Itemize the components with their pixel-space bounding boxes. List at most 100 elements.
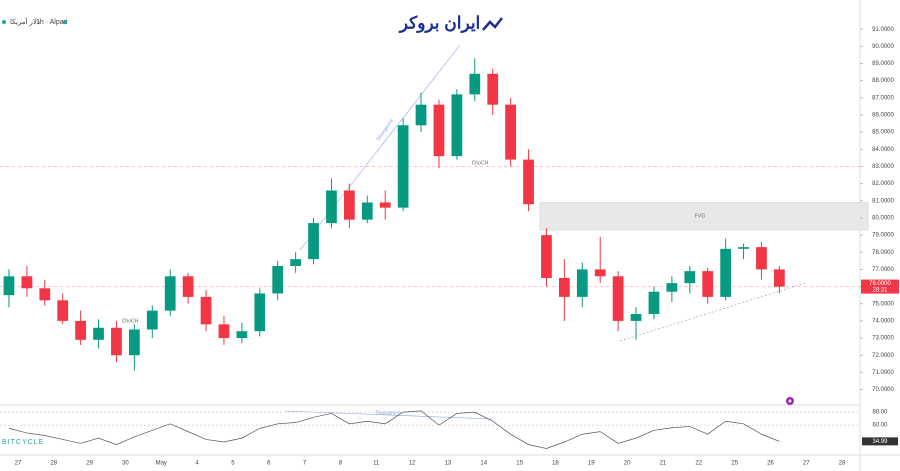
rsi-tag xyxy=(862,437,898,446)
candle-body xyxy=(559,278,570,297)
x-tick-label: 26 xyxy=(767,461,774,467)
candle-body xyxy=(361,202,373,220)
x-tick-label: 4 xyxy=(195,461,199,467)
y-tick-label: 85.0000 xyxy=(872,130,894,136)
candle-body xyxy=(630,314,642,321)
y-tick-label: 72.0000 xyxy=(872,353,894,359)
watermark: BITCYCLE xyxy=(2,439,44,446)
y-tick-label: 86.0000 xyxy=(872,113,894,119)
candle-body xyxy=(218,324,230,339)
candle-body xyxy=(774,269,785,287)
candle-body xyxy=(451,94,463,157)
candle-body xyxy=(3,276,15,296)
candle-body xyxy=(738,247,749,249)
candle-body xyxy=(541,235,552,279)
candle-body xyxy=(469,73,481,95)
candle-body xyxy=(39,288,51,301)
y-tick-label: 80.0000 xyxy=(872,216,894,222)
candle-body xyxy=(272,265,284,294)
y-tick-label: 90.0000 xyxy=(872,44,894,50)
candle-body xyxy=(702,271,714,297)
x-tick-label: 11 xyxy=(373,461,380,467)
y-tick-label: 75.0000 xyxy=(872,301,894,307)
candle-body xyxy=(182,276,194,297)
candle-body xyxy=(164,276,176,311)
candle-body xyxy=(57,300,69,321)
candle-body xyxy=(594,269,606,277)
x-tick-label: 27 xyxy=(803,461,810,467)
x-tick-label: 12 xyxy=(409,461,416,467)
price-tag xyxy=(861,279,899,294)
y-tick-label: 87.0000 xyxy=(872,95,894,101)
candle-body xyxy=(433,104,445,157)
x-tick-label: 7 xyxy=(303,461,307,467)
y-tick-label: 71.0000 xyxy=(872,370,894,376)
x-tick-label: 6 xyxy=(267,461,271,467)
candle-body xyxy=(290,259,301,266)
y-tick-label: 83.0000 xyxy=(872,164,894,170)
annotation: Divergence xyxy=(375,410,401,416)
x-tick-label: 13 xyxy=(445,461,452,467)
fvg-label: FVG xyxy=(695,214,705,220)
symbol-interval: 1h · Alpari xyxy=(36,19,68,26)
candle-body xyxy=(93,327,104,340)
x-tick-label: 5 xyxy=(231,461,235,467)
candle-body xyxy=(612,276,624,321)
alert-icon-dot xyxy=(788,399,792,403)
y-tick-label: 74.0000 xyxy=(872,318,894,324)
candle-body xyxy=(254,293,266,332)
y-tick-label: 78.0000 xyxy=(872,250,894,256)
candle-body xyxy=(236,331,248,339)
candle-body xyxy=(344,190,355,220)
annotation: ChoCH xyxy=(472,160,489,166)
candle-body xyxy=(397,125,409,208)
y-tick-label: 84.0000 xyxy=(872,147,894,153)
logo-box xyxy=(375,0,525,44)
y-tick-label: 89.0000 xyxy=(872,61,894,67)
rsi-tick-label: 60.00 xyxy=(872,423,888,429)
annotation: ChoCH xyxy=(122,318,139,324)
y-tick-label: 91.0000 xyxy=(872,27,894,33)
y-tick-label: 73.0000 xyxy=(872,336,894,342)
candle-body xyxy=(111,327,122,356)
candle-body xyxy=(379,202,391,208)
x-tick-label: 14 xyxy=(480,461,487,467)
trend-line xyxy=(619,282,806,342)
candle-body xyxy=(21,276,33,289)
x-tick-label: 15 xyxy=(516,461,523,467)
x-tick-label: 8 xyxy=(339,461,343,467)
candle-body xyxy=(415,104,427,126)
status-dot xyxy=(2,20,6,24)
candle-body xyxy=(75,320,86,340)
candle-body xyxy=(326,190,337,224)
divergence-line xyxy=(284,410,493,420)
x-tick-label: 22 xyxy=(695,461,702,467)
rsi-line xyxy=(8,410,780,449)
x-tick-label: 20 xyxy=(624,461,631,467)
y-tick-label: 79.0000 xyxy=(872,233,894,239)
symbol-name: دلار آمریکا xyxy=(10,16,40,26)
fvg-zone xyxy=(539,202,869,231)
candle-body xyxy=(487,73,499,105)
candle-body xyxy=(666,283,678,292)
logo-text: ایران بروکر xyxy=(398,13,481,33)
candle-body xyxy=(576,269,588,297)
y-tick-label: 77.0000 xyxy=(872,267,894,273)
y-tick-label: 88.0000 xyxy=(872,78,894,84)
y-tick-label: 81.0000 xyxy=(872,198,894,204)
candle-body xyxy=(505,104,516,160)
candle-body xyxy=(523,159,534,205)
candle-body xyxy=(648,291,660,315)
candle-body xyxy=(200,296,212,325)
price-tag-countdown: 28:31 xyxy=(872,288,888,294)
rsi-tick-label: 80.00 xyxy=(872,410,888,416)
live-dot xyxy=(63,20,67,24)
logo-icon xyxy=(482,17,503,31)
x-tick-label: 29 xyxy=(86,461,93,467)
candle-body xyxy=(684,271,696,284)
x-tick-label: 28 xyxy=(839,461,846,467)
x-tick-label: May xyxy=(156,461,167,467)
x-tick-label: 30 xyxy=(122,461,129,467)
x-tick-label: 18 xyxy=(552,461,559,467)
